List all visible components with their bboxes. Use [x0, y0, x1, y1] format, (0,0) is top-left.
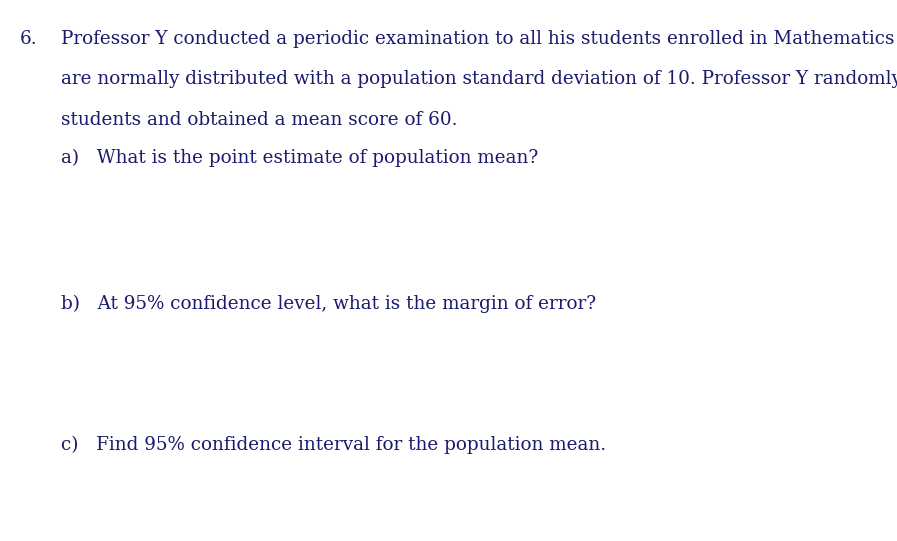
Text: Professor Y conducted a periodic examination to all his students enrolled in Mat: Professor Y conducted a periodic examina… — [61, 30, 897, 48]
Text: 6.: 6. — [20, 30, 38, 48]
Text: b)   At 95% confidence level, what is the margin of error?: b) At 95% confidence level, what is the … — [61, 295, 597, 313]
Text: students and obtained a mean score of 60.: students and obtained a mean score of 60… — [61, 111, 457, 129]
Text: a)   What is the point estimate of population mean?: a) What is the point estimate of populat… — [61, 149, 538, 167]
Text: c)   Find 95% confidence interval for the population mean.: c) Find 95% confidence interval for the … — [61, 436, 606, 454]
Text: are normally distributed with a population standard deviation of 10. Professor Y: are normally distributed with a populati… — [61, 70, 897, 88]
